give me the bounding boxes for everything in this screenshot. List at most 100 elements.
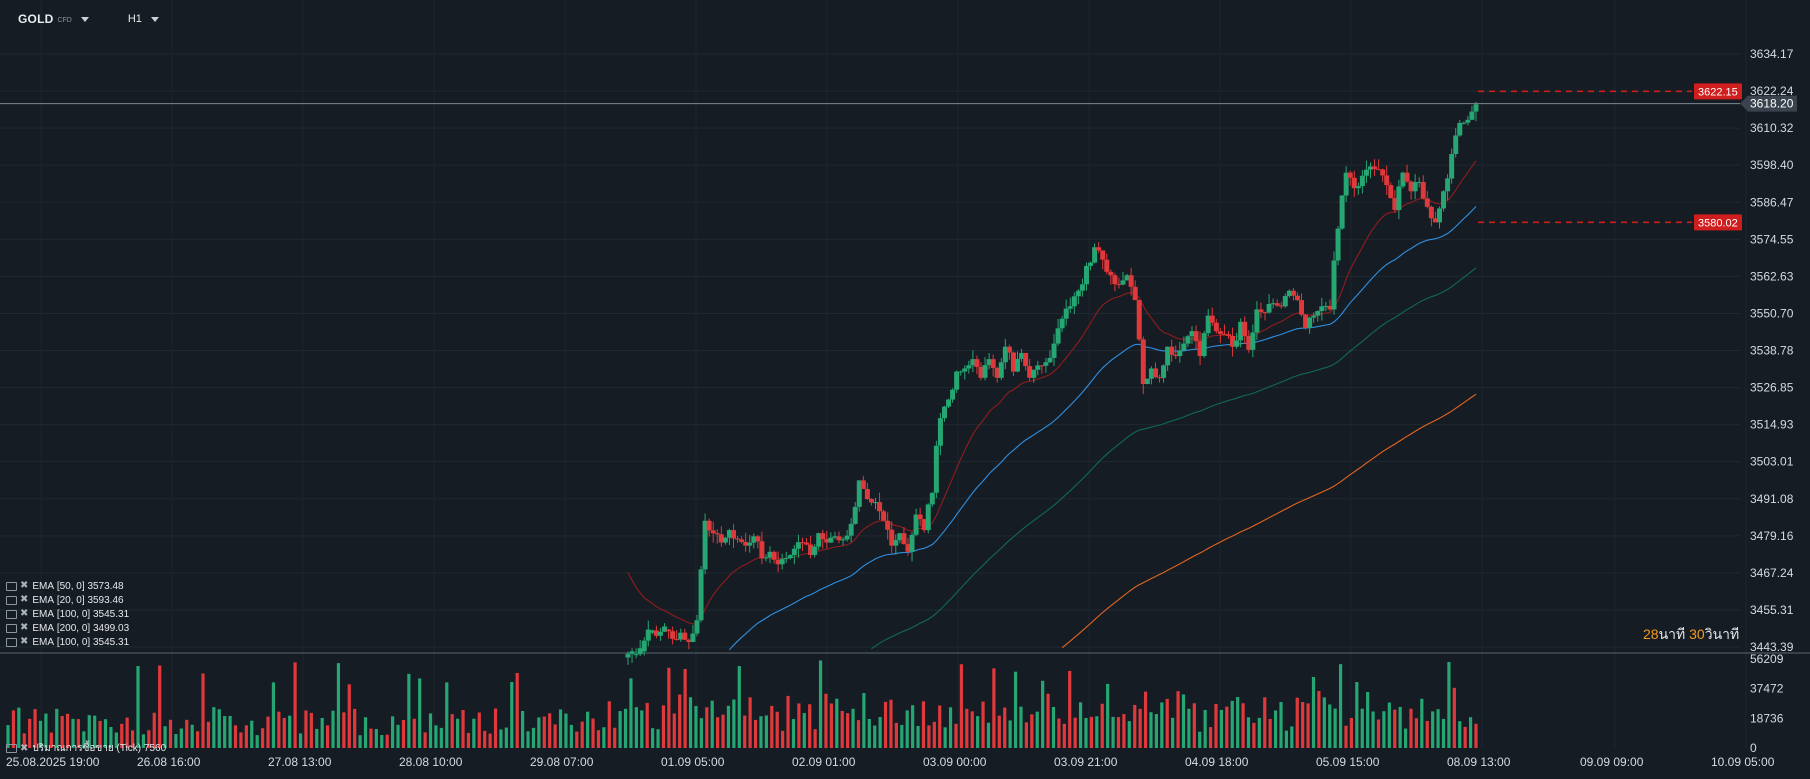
volume-bar xyxy=(873,725,877,748)
candle-body xyxy=(832,536,838,538)
indicator-name: EMA xyxy=(32,622,55,634)
volume-bar xyxy=(672,713,676,748)
candle-body xyxy=(763,557,769,559)
volume-bar xyxy=(450,714,454,748)
volume-bar xyxy=(1078,702,1083,748)
indicator-params: [50, 0] xyxy=(56,580,85,592)
legend-item[interactable]: ✖ EMA [20, 0] 3593.46 xyxy=(6,593,129,607)
settings-icon[interactable] xyxy=(6,623,17,633)
chevron-down-icon xyxy=(150,16,159,22)
candle-body xyxy=(710,530,716,534)
legend-item[interactable]: ✖ EMA [100, 0] 3545.31 xyxy=(6,635,129,649)
candle-body xyxy=(1079,284,1085,291)
indicator-value: 3573.48 xyxy=(87,580,124,592)
candle-body xyxy=(1254,309,1260,333)
candle-body xyxy=(1124,275,1130,281)
volume-bar xyxy=(813,729,817,748)
volume-bar xyxy=(201,673,205,748)
indicator-name: EMA xyxy=(32,580,55,592)
volume-bar xyxy=(1024,722,1028,748)
volume-bar xyxy=(466,732,471,748)
volume-bar xyxy=(1366,691,1370,748)
volume-bar xyxy=(33,709,37,748)
close-icon[interactable]: ✖ xyxy=(20,742,29,754)
candle-body xyxy=(1445,178,1451,192)
volume-bar xyxy=(168,719,173,748)
volume-bar xyxy=(824,693,828,748)
volume-bar xyxy=(206,721,211,748)
candle-body xyxy=(1335,228,1341,261)
volume-bar xyxy=(623,708,628,748)
legend-item[interactable]: ✖ EMA [200, 0] 3499.03 xyxy=(6,621,129,635)
candle-body xyxy=(722,537,728,543)
settings-icon[interactable] xyxy=(6,744,17,753)
indicator-name: EMA xyxy=(32,636,55,648)
close-icon[interactable]: ✖ xyxy=(20,622,29,633)
volume-bar xyxy=(542,716,546,748)
candle-body xyxy=(1161,365,1167,378)
candle-body xyxy=(1323,305,1329,307)
time-tick-label: 28.08 10:00 xyxy=(399,755,463,769)
close-icon[interactable]: ✖ xyxy=(20,608,29,619)
volume-bar xyxy=(1290,726,1294,748)
settings-icon[interactable] xyxy=(6,609,17,619)
volume-bar xyxy=(499,729,503,748)
volume-bar xyxy=(6,725,10,748)
legend-item[interactable]: ✖ EMA [100, 0] 3545.31 xyxy=(6,607,129,621)
volume-bar xyxy=(678,694,682,748)
ema-200-line xyxy=(1061,393,1477,649)
candle-body xyxy=(1096,247,1102,251)
close-icon[interactable]: ✖ xyxy=(20,580,29,591)
close-icon[interactable]: ✖ xyxy=(20,636,29,647)
timeframe-selector[interactable]: H1 xyxy=(128,13,159,25)
candle-body xyxy=(1043,362,1049,366)
volume-bar xyxy=(911,705,915,748)
volume-bar xyxy=(1468,717,1473,748)
candle-body xyxy=(1209,315,1215,323)
volume-bar xyxy=(1041,680,1045,748)
settings-icon[interactable] xyxy=(6,581,17,591)
candle-body xyxy=(820,533,826,539)
volume-bars xyxy=(6,660,1478,748)
volume-bar xyxy=(1122,714,1126,748)
close-icon[interactable]: ✖ xyxy=(20,594,29,605)
candle-body xyxy=(1197,341,1203,357)
candle-body xyxy=(954,371,960,390)
legend-item[interactable]: ✖ EMA [50, 0] 3573.48 xyxy=(6,579,129,593)
candle-body xyxy=(1221,333,1227,335)
volume-bar xyxy=(1452,687,1456,748)
volume-bar xyxy=(921,701,926,748)
axes[interactable]: 3634.17 3622.24 3610.32 3598.40 3586.47 3574.… xyxy=(6,47,1794,769)
symbol-selector[interactable]: GOLD CFD xyxy=(18,12,89,26)
volume-bar xyxy=(818,660,823,748)
volume-bar xyxy=(28,718,32,748)
volume-tick-label: 56209 xyxy=(1750,652,1784,666)
settings-icon[interactable] xyxy=(6,637,17,647)
volume-bar xyxy=(120,723,124,748)
candle-body xyxy=(1359,175,1365,187)
chart-toolbar: GOLD CFD H1 xyxy=(18,9,159,29)
volume-bar xyxy=(694,705,698,748)
candle-body xyxy=(868,499,874,503)
candle-body xyxy=(1059,318,1065,329)
settings-icon[interactable] xyxy=(6,595,17,605)
volume-bar xyxy=(158,665,162,748)
volume-bar xyxy=(1376,719,1381,748)
volume-bar xyxy=(916,725,920,748)
candle-body xyxy=(1278,305,1284,307)
volume-bar xyxy=(927,725,931,748)
candle-body xyxy=(1092,247,1098,263)
volume-bar xyxy=(1127,721,1131,748)
candle-body xyxy=(1136,300,1142,340)
volume-bar xyxy=(423,732,427,748)
volume-bar xyxy=(22,733,26,748)
candle-body xyxy=(1217,331,1223,334)
volume-bar xyxy=(1046,693,1050,748)
candle-body xyxy=(718,534,724,543)
volume-bar xyxy=(770,705,774,748)
volume-bar xyxy=(1273,710,1278,748)
volume-legend[interactable]: ✖ ปริมาณการซื้อขาย (Tick) 7560 xyxy=(6,741,166,756)
candle-body xyxy=(641,640,647,652)
volume-bar xyxy=(580,721,584,748)
